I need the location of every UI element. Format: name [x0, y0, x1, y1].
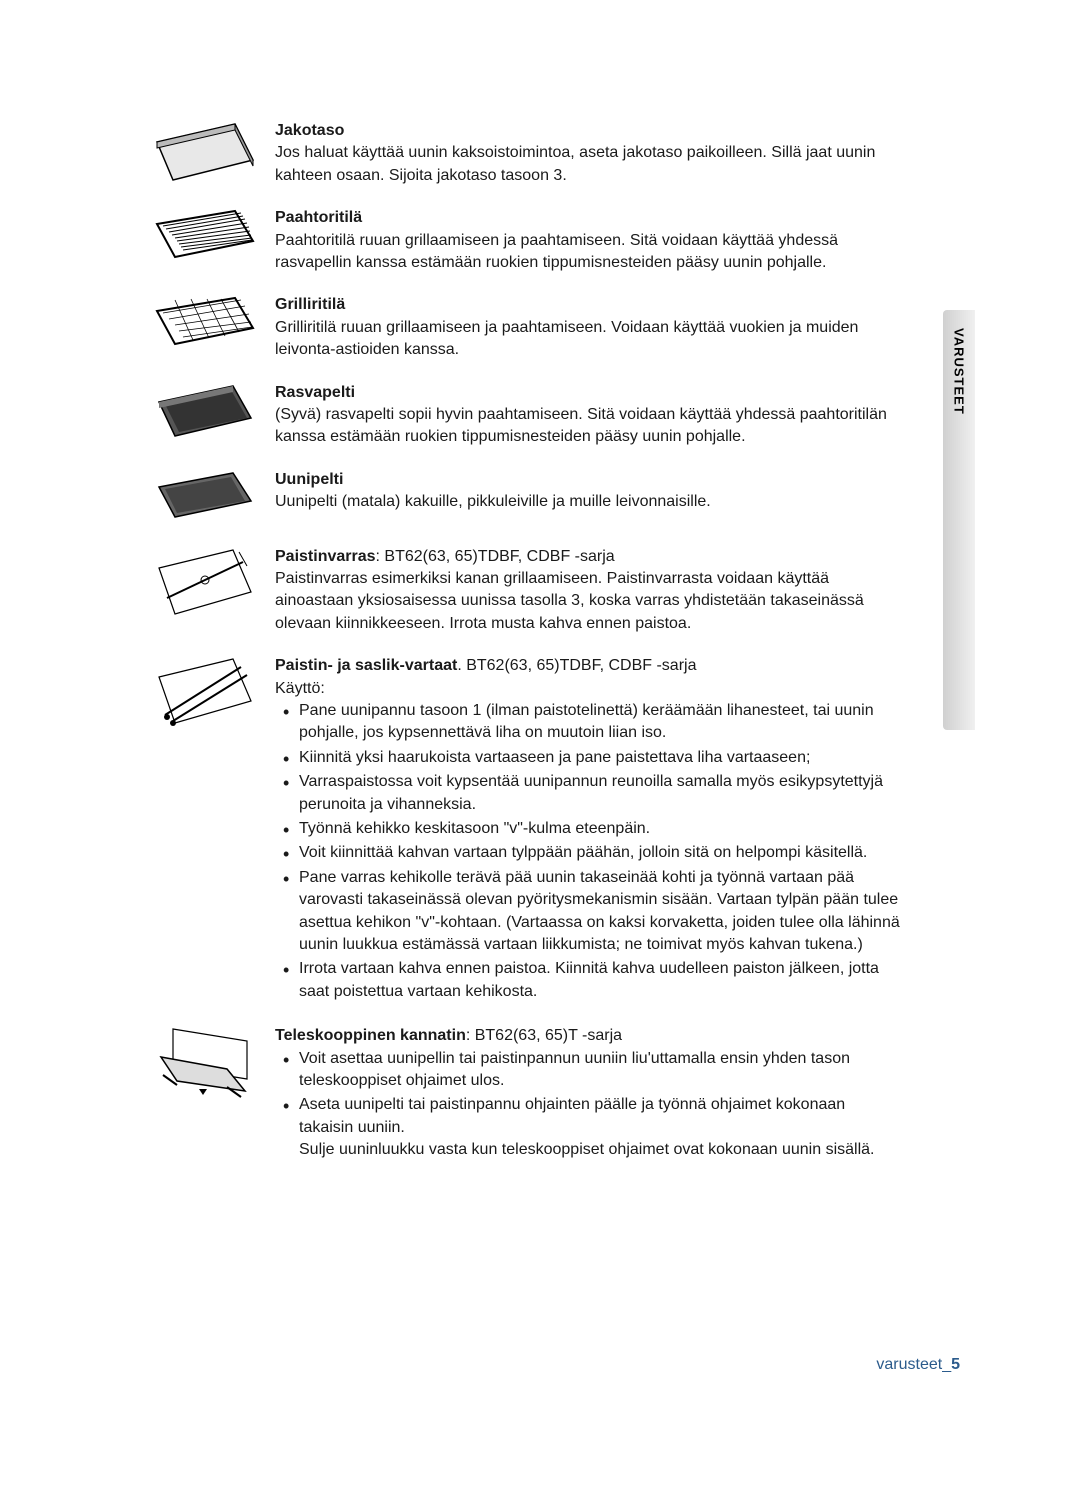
grill-rack-icon — [155, 207, 255, 274]
accessory-item: Uunipelti Uunipelti (matala) kakuille, p… — [155, 469, 960, 526]
bullet-list: Voit asettaa uunipellin tai paistinpannu… — [275, 1048, 900, 1162]
item-desc: Uunipelti (matala) kakuille, pikkuleivil… — [275, 491, 900, 513]
page-footer: varusteet_5 — [876, 1356, 960, 1374]
list-item: Aseta uunipelti tai paistinpannu ohjaint… — [275, 1094, 900, 1161]
page: VARUSTEET Jakotaso Jos haluat käyttää uu… — [0, 0, 1080, 1243]
item-content: Jakotaso Jos haluat käyttää uunin kaksoi… — [275, 120, 960, 187]
item-title: Uunipelti — [275, 471, 343, 488]
item-desc: Grilliritilä ruuan grillaamiseen ja paah… — [275, 317, 900, 362]
list-item: Voit kiinnittää kahvan vartaan tylppään … — [275, 842, 900, 864]
accessory-item: Paahtoritilä Paahtoritilä ruuan grillaam… — [155, 207, 960, 274]
footer-label: varusteet_ — [876, 1356, 951, 1373]
item-content: Rasvapelti (Syvä) rasvapelti sopii hyvin… — [275, 382, 960, 449]
item-desc: (Syvä) rasvapelti sopii hyvin paahtamise… — [275, 404, 900, 449]
item-title: Grilliritilä — [275, 296, 345, 313]
list-item: Työnnä kehikko keskitasoon "v"-kulma ete… — [275, 818, 900, 840]
list-item: Pane varras kehikolle terävä pää uunin t… — [275, 867, 900, 957]
item-desc: Paistinvarras esimerkiksi kanan grillaam… — [275, 568, 900, 635]
item-desc: Jos haluat käyttää uunin kaksoistoiminto… — [275, 142, 900, 187]
accessory-item: Teleskooppinen kannatin: BT62(63, 65)T -… — [155, 1025, 960, 1163]
item-title: Paahtoritilä — [275, 209, 362, 226]
item-title: Paistinvarras — [275, 548, 376, 565]
item-title-suffix: : BT62(63, 65)TDBF, CDBF -sarja — [376, 548, 615, 565]
item-desc: Käyttö: — [275, 678, 900, 700]
item-title-suffix: : BT62(63, 65)T -sarja — [466, 1027, 622, 1044]
item-content: Paistinvarras: BT62(63, 65)TDBF, CDBF -s… — [275, 546, 960, 636]
skewers-icon — [155, 655, 255, 1005]
list-item: Pane uunipannu tasoon 1 (ilman paistotel… — [275, 700, 900, 745]
list-item: Voit asettaa uunipellin tai paistinpannu… — [275, 1048, 900, 1093]
list-item: Kiinnitä yksi haarukoista vartaaseen ja … — [275, 747, 900, 769]
item-content: Teleskooppinen kannatin: BT62(63, 65)T -… — [275, 1025, 960, 1163]
item-desc: Paahtoritilä ruuan grillaamiseen ja paah… — [275, 230, 900, 275]
accessory-item: Rasvapelti (Syvä) rasvapelti sopii hyvin… — [155, 382, 960, 449]
footer-page: 5 — [951, 1356, 960, 1373]
accessory-item: Jakotaso Jos haluat käyttää uunin kaksoi… — [155, 120, 960, 187]
list-item: Varraspaistossa voit kypsentää uunipannu… — [275, 771, 900, 816]
deep-tray-icon — [155, 382, 255, 449]
item-title: Rasvapelti — [275, 384, 355, 401]
item-content: Uunipelti Uunipelti (matala) kakuille, p… — [275, 469, 960, 526]
list-item: Irrota vartaan kahva ennen paistoa. Kiin… — [275, 958, 900, 1003]
item-title-suffix: . BT62(63, 65)TDBF, CDBF -sarja — [457, 657, 696, 674]
shallow-tray-icon — [155, 469, 255, 526]
item-title: Jakotaso — [275, 122, 344, 139]
divider-icon — [155, 120, 255, 187]
spit-icon — [155, 546, 255, 636]
item-title: Teleskooppinen kannatin — [275, 1027, 466, 1044]
telescopic-rail-icon — [155, 1025, 255, 1163]
side-tab-label: VARUSTEET — [952, 328, 967, 415]
accessory-item: Grilliritilä Grilliritilä ruuan grillaam… — [155, 294, 960, 361]
grill-rack-icon — [155, 294, 255, 361]
item-content: Grilliritilä Grilliritilä ruuan grillaam… — [275, 294, 960, 361]
accessory-item: Paistin- ja saslik-vartaat. BT62(63, 65)… — [155, 655, 960, 1005]
item-content: Paistin- ja saslik-vartaat. BT62(63, 65)… — [275, 655, 960, 1005]
item-content: Paahtoritilä Paahtoritilä ruuan grillaam… — [275, 207, 960, 274]
side-tab: VARUSTEET — [943, 310, 975, 730]
item-title: Paistin- ja saslik-vartaat — [275, 657, 457, 674]
accessory-item: Paistinvarras: BT62(63, 65)TDBF, CDBF -s… — [155, 546, 960, 636]
bullet-list: Pane uunipannu tasoon 1 (ilman paistotel… — [275, 700, 900, 1003]
